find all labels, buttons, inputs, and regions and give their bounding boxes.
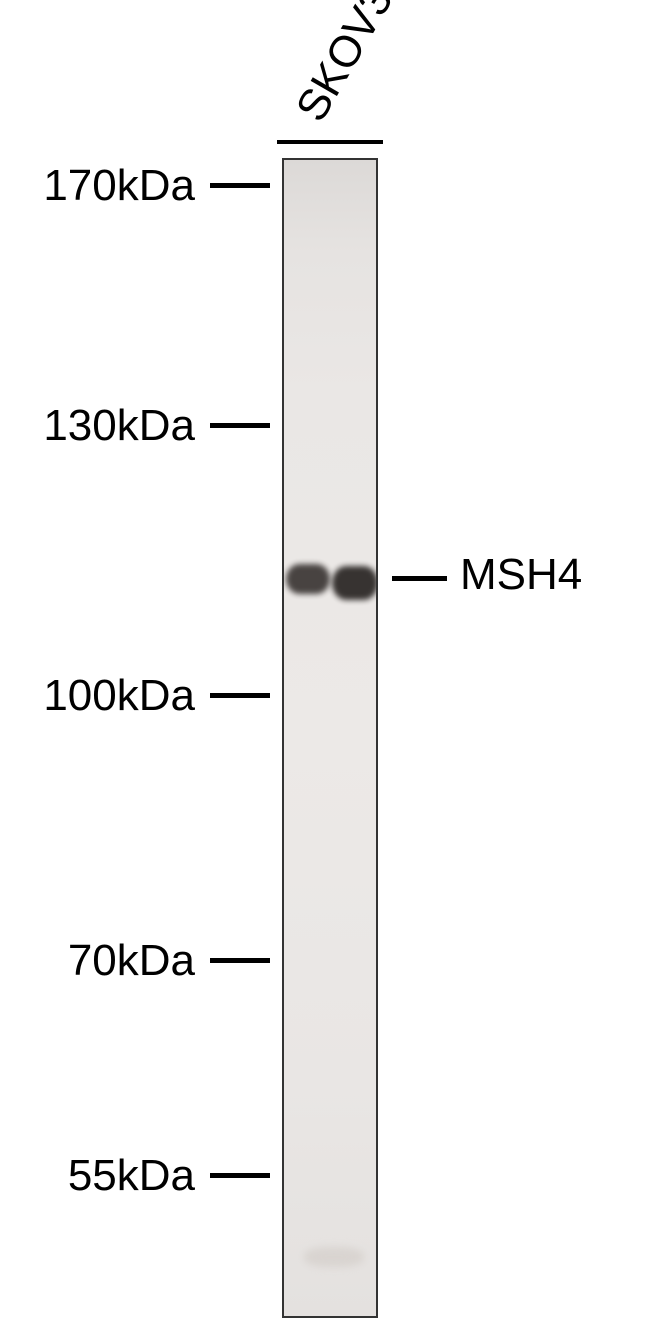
mw-marker-tick [210,183,270,188]
band-segment [286,564,330,594]
lane-underline [277,140,383,144]
blot-lane [282,158,378,1318]
mw-marker-tick [210,1173,270,1178]
western-blot-figure: SKOV3 170kDa 130kDa 100kDa 70kDa 55kDa MSH4 [0,0,650,1338]
faint-band [304,1247,364,1267]
mw-marker-label: 170kDa [43,161,195,211]
band-segment [332,566,378,600]
mw-marker-label: 70kDa [68,936,195,986]
target-band-tick [392,576,447,581]
mw-marker-tick [210,693,270,698]
lane-label-skov3: SKOV3 [287,0,404,130]
mw-marker-label: 130kDa [43,401,195,451]
mw-marker-tick [210,958,270,963]
mw-marker-tick [210,423,270,428]
mw-marker-label: 100kDa [43,671,195,721]
target-band-label: MSH4 [460,550,582,600]
mw-marker-label: 55kDa [68,1151,195,1201]
